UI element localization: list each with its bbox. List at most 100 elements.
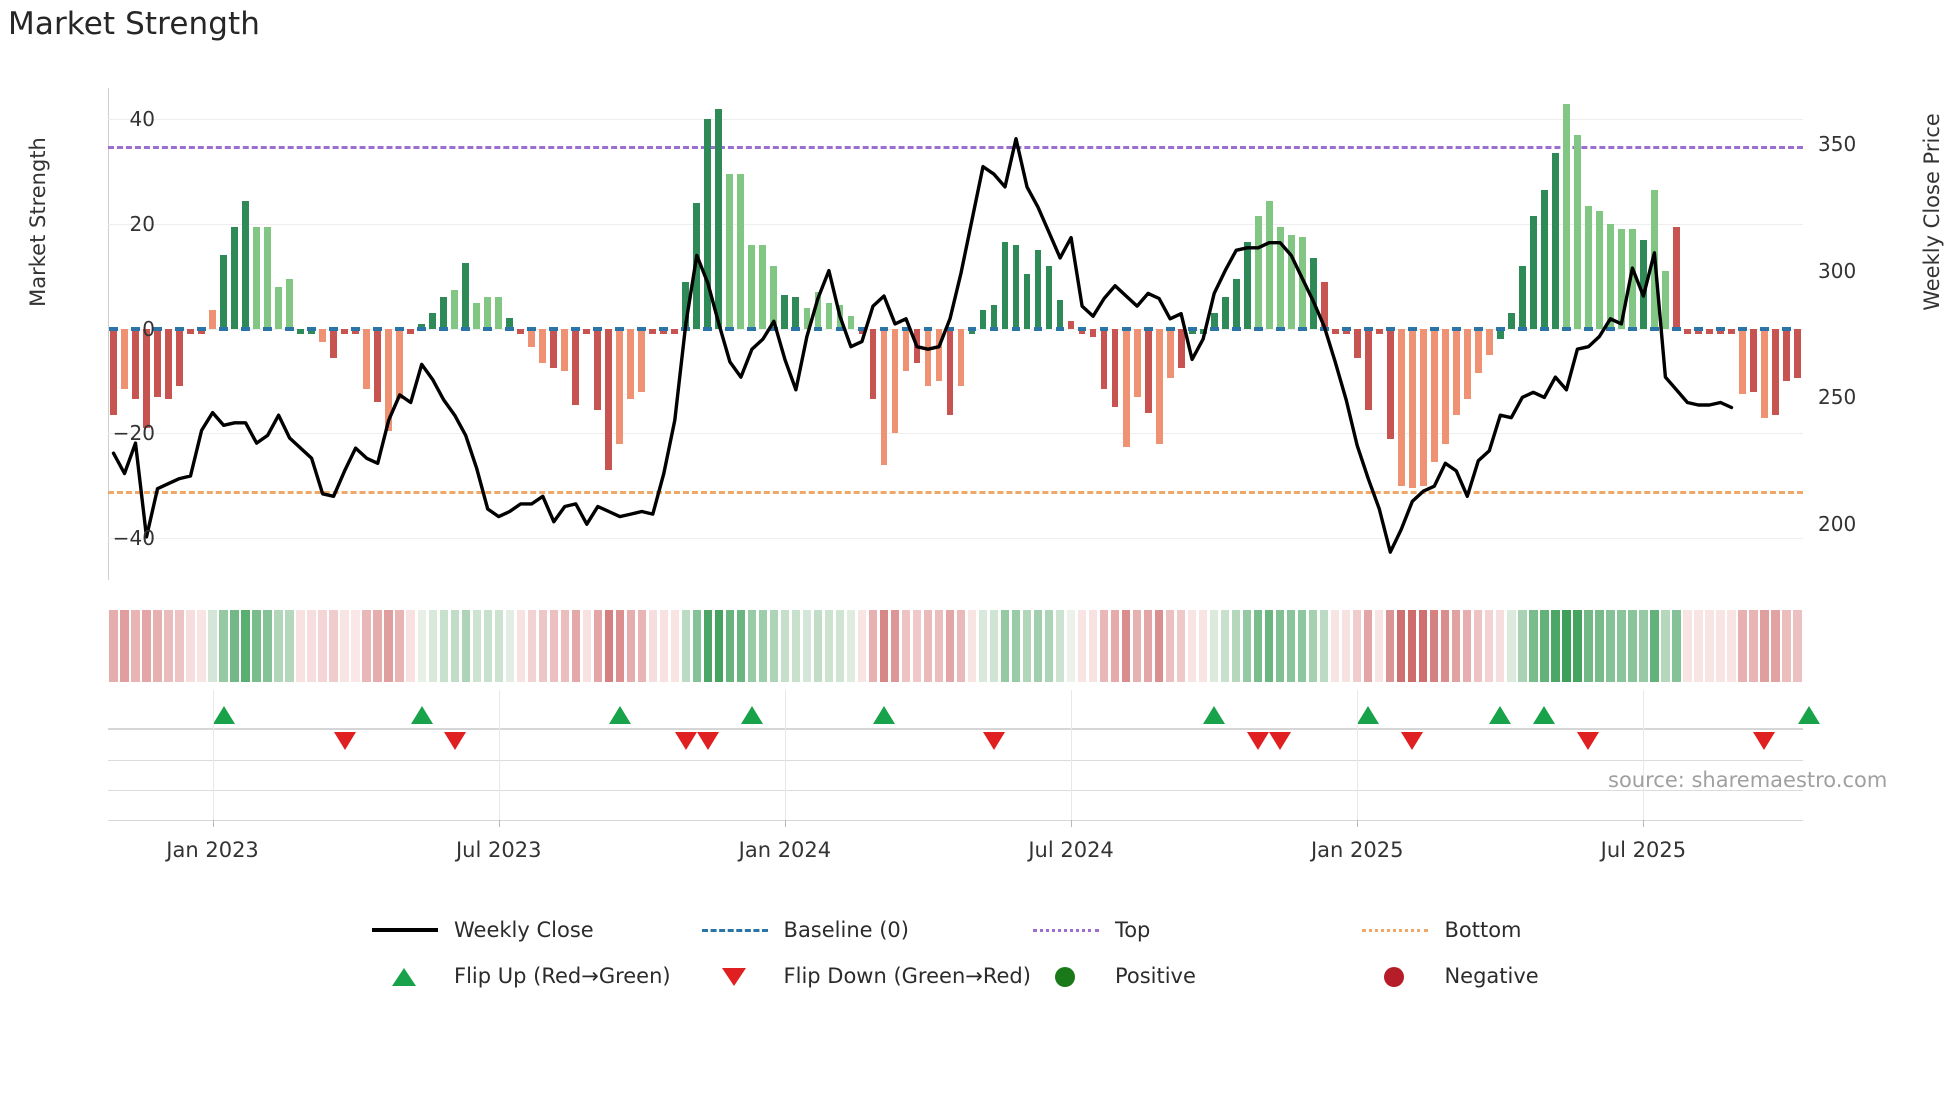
panel-guide xyxy=(1071,690,1073,770)
legend-item[interactable]: Negative xyxy=(1360,964,1690,988)
bottom-reference-line xyxy=(108,491,1803,495)
baseline-segment xyxy=(527,326,537,331)
heat-cell xyxy=(571,610,580,682)
bar xyxy=(638,328,646,392)
legend-item[interactable]: Flip Up (Red→Green) xyxy=(370,964,700,988)
legend-key-glyph xyxy=(1032,929,1099,932)
bar xyxy=(132,328,139,400)
flip-down-marker xyxy=(1269,732,1292,750)
bar xyxy=(1794,328,1801,379)
baseline-segment xyxy=(395,326,405,331)
baseline-segment xyxy=(769,326,779,331)
heat-cell xyxy=(769,610,779,682)
baseline-segment xyxy=(1429,326,1439,331)
left-tick-label-4: −40 xyxy=(112,526,155,551)
bar xyxy=(1045,265,1053,329)
bar xyxy=(1210,313,1218,329)
heat-cell xyxy=(901,610,911,682)
baseline-segment xyxy=(1583,326,1593,331)
bar xyxy=(1772,328,1779,416)
baseline-segment xyxy=(1297,326,1307,331)
heat-cell xyxy=(1099,610,1109,682)
heat-cell xyxy=(1628,610,1637,682)
triangle-up-icon xyxy=(370,964,440,988)
legend-item[interactable]: Flip Down (Green→Red) xyxy=(700,964,1031,988)
bar xyxy=(990,305,998,329)
bar xyxy=(770,265,778,329)
bar xyxy=(891,328,899,434)
bar xyxy=(1298,237,1306,329)
legend-item-label: Negative xyxy=(1444,964,1539,988)
baseline-segment xyxy=(659,326,669,331)
bar xyxy=(1728,328,1735,334)
x-tick-label-4: Jan 2025 xyxy=(1310,838,1404,862)
right-tick-label-1: 300 xyxy=(1818,258,1857,283)
baseline-segment xyxy=(637,326,647,331)
legend-line-icon xyxy=(370,918,440,942)
flip-axis-line xyxy=(108,728,1803,730)
bar xyxy=(1254,216,1262,329)
heat-cell xyxy=(934,610,944,682)
gridline xyxy=(108,224,1803,226)
heat-cell xyxy=(131,610,140,682)
bar xyxy=(1695,328,1702,334)
legend-item[interactable]: Top xyxy=(1031,918,1361,942)
bar xyxy=(385,328,393,431)
x-tick-label-5: Jul 2025 xyxy=(1600,838,1687,862)
baseline-segment xyxy=(1782,326,1791,331)
bar xyxy=(847,315,855,329)
legend-item[interactable]: Positive xyxy=(1031,964,1361,988)
bar xyxy=(1441,328,1449,444)
heat-cell xyxy=(747,610,757,682)
baseline-segment xyxy=(1407,326,1417,331)
legend-item[interactable]: Bottom xyxy=(1360,918,1690,942)
heat-cell xyxy=(692,610,702,682)
bar xyxy=(1562,103,1570,329)
flip-down-marker xyxy=(1753,732,1776,750)
bar xyxy=(781,294,789,329)
bar xyxy=(253,226,260,329)
bar xyxy=(704,119,712,329)
bar xyxy=(946,328,954,416)
baseline-segment xyxy=(945,326,955,331)
legend-key-glyph xyxy=(372,928,438,932)
bar xyxy=(352,328,360,334)
bar xyxy=(1309,258,1317,329)
baseline-segment xyxy=(1011,326,1021,331)
legend-item-label: Positive xyxy=(1114,964,1196,988)
baseline-segment xyxy=(1253,326,1263,331)
bar xyxy=(1474,328,1482,374)
baseline-segment xyxy=(1385,326,1395,331)
legend-item[interactable]: Weekly Close xyxy=(370,918,700,942)
baseline-segment xyxy=(747,326,757,331)
x-tick-mark xyxy=(1643,820,1645,827)
left-spine xyxy=(108,88,109,580)
bar xyxy=(1155,328,1163,444)
heat-cell xyxy=(1242,610,1252,682)
bar xyxy=(231,226,238,329)
baseline-segment xyxy=(1672,326,1681,331)
bar xyxy=(1573,135,1581,329)
baseline-segment xyxy=(725,326,735,331)
baseline-segment xyxy=(439,326,449,331)
legend-item[interactable]: Baseline (0) xyxy=(700,918,1031,942)
baseline-segment xyxy=(285,326,294,331)
heat-cell xyxy=(967,610,977,682)
heat-cell xyxy=(1331,610,1340,682)
heat-cell xyxy=(307,610,316,682)
baseline-segment xyxy=(373,326,383,331)
heat-cell xyxy=(1496,610,1505,682)
bar xyxy=(1177,328,1185,369)
baseline-segment xyxy=(901,326,911,331)
bar xyxy=(1419,328,1427,486)
heat-cell xyxy=(1220,610,1230,682)
bar xyxy=(1595,211,1603,329)
heat-cell xyxy=(109,610,118,682)
bar xyxy=(1628,229,1636,329)
heat-cell xyxy=(1309,610,1318,682)
heat-cell xyxy=(1694,610,1703,682)
legend-dot-icon xyxy=(1360,964,1430,988)
gridline xyxy=(108,119,1803,121)
heat-cell xyxy=(582,610,591,682)
